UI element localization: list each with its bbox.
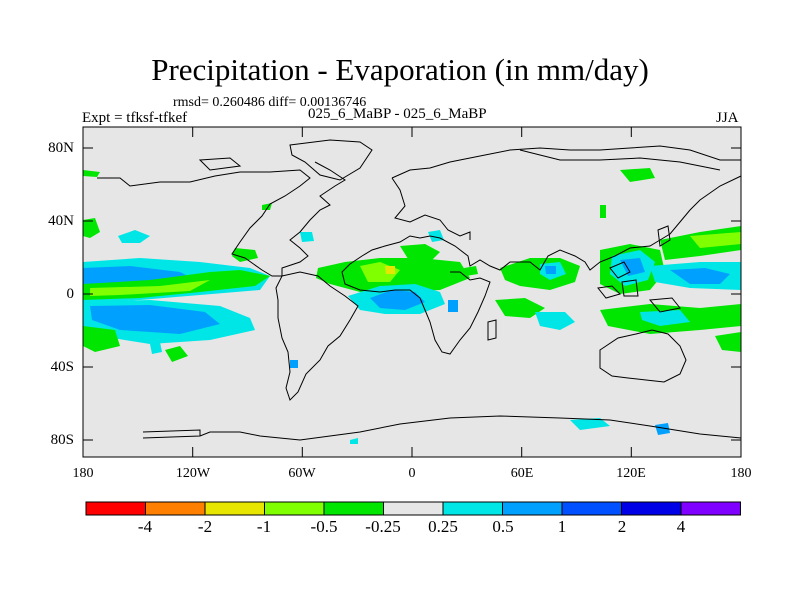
colorbar-label: -2	[197, 517, 213, 536]
coast-arctic-island	[198, 157, 242, 171]
map-title: Precipitation - Evaporation (in mm/day)	[151, 52, 649, 87]
colorbar-box	[145, 501, 206, 516]
patch-green-mexico	[232, 248, 258, 262]
experiment-label: Expt = tfksf-tfkef	[82, 110, 188, 126]
patch-cyan-small1	[150, 342, 162, 354]
lat-label-80s: 80S	[50, 432, 74, 448]
patch-green-siberia	[620, 168, 655, 182]
coast-greenland	[289, 139, 373, 181]
coast-sumatra	[597, 285, 621, 299]
patch-itcz-lightgreen	[90, 280, 210, 296]
lon-label-180w: 180	[72, 466, 94, 481]
colorbar-label: -0.5	[310, 517, 338, 536]
stats-text: rmsd= 0.260486 diff= 0.00136746	[173, 95, 367, 110]
lat-label-40s: 40S	[50, 359, 74, 375]
case-subtitle: 025_6_MaBP - 025_6_MaBP	[308, 106, 487, 122]
patch-africa-green	[400, 244, 440, 262]
patch-npac-east-lightgreen	[690, 232, 741, 248]
coast-australia	[599, 329, 687, 383]
colorbar-box	[323, 501, 384, 516]
colorbar-box	[442, 501, 503, 516]
patch-io-cyan	[535, 312, 575, 330]
coast-south-america	[275, 271, 359, 401]
patch-cyan-antarctic	[570, 418, 610, 430]
coast-new-guinea	[649, 297, 681, 313]
patch-green-small3	[464, 266, 478, 276]
patch-npac-green	[83, 218, 100, 238]
patch-blue-antarctic	[655, 423, 670, 435]
coast-europe	[391, 177, 471, 240]
colorbar-label: 1	[557, 517, 567, 536]
colorbar-box	[561, 501, 622, 516]
coast-north-america	[97, 161, 346, 277]
patch-satl-blue	[370, 290, 425, 310]
colorbar-box	[383, 501, 444, 516]
lon-label-0: 0	[408, 466, 416, 481]
lat-label-40n: 40N	[48, 213, 74, 229]
patch-southpac-green	[83, 326, 120, 352]
patch-india-blue	[545, 266, 556, 274]
coastlines	[97, 139, 742, 441]
lon-label-120w: 120W	[175, 466, 211, 481]
axis-ticks	[83, 127, 741, 457]
lon-label-180e: 180	[730, 466, 752, 481]
coast-indochina	[609, 261, 631, 279]
colorbar-label: 0.25	[428, 517, 458, 536]
colorbar-box	[621, 501, 682, 516]
patch-southpac-blue	[90, 305, 220, 334]
coast-eurasia-africa	[341, 145, 742, 355]
lon-label-120e: 120E	[616, 466, 646, 481]
coast-antarctica	[142, 415, 742, 441]
patch-atl-lightgreen2	[370, 268, 382, 282]
coast-siberia	[519, 149, 721, 171]
colorbar-label: 4	[676, 517, 686, 536]
patch-atl-yellow	[385, 266, 395, 274]
patch-cpac-blue	[670, 268, 730, 284]
colorbar-box	[204, 501, 265, 516]
coast-madagascar	[487, 319, 497, 341]
colorbar-label: 2	[617, 517, 627, 536]
patch-green-se	[715, 332, 741, 352]
patch-cyan-small6	[350, 438, 358, 444]
lat-label-80n: 80N	[48, 140, 74, 156]
patch-blue-small4	[290, 360, 298, 368]
patch-africa-cyan	[428, 230, 444, 242]
colorbar-label: 0.5	[492, 517, 514, 536]
lon-label-60w: 60W	[288, 466, 316, 481]
patch-wpac-blue	[620, 258, 645, 276]
colorbar-box	[85, 501, 146, 516]
colorbar-label: -4	[137, 517, 153, 536]
anomaly-patches	[83, 168, 741, 444]
patch-io-green	[495, 298, 545, 318]
season-label: JJA	[716, 110, 739, 126]
colorbar	[85, 501, 741, 516]
lat-label-0: 0	[66, 286, 75, 302]
colorbar-label: -1	[256, 517, 272, 536]
patch-spac-cyan	[640, 310, 690, 326]
coast-antarctic-shelf	[142, 429, 201, 436]
patch-cyan-atl1	[300, 232, 314, 242]
patch-blue-small-gulf	[448, 300, 458, 312]
coast-borneo	[621, 279, 639, 297]
patch-green-small5	[600, 205, 606, 218]
colorbar-box	[264, 501, 325, 516]
coast-japan	[657, 225, 671, 247]
colorbar-label: -0.25	[365, 517, 401, 536]
colorbar-box	[680, 501, 741, 516]
patch-green-arctic	[83, 170, 100, 177]
colorbar-box	[502, 501, 563, 516]
patch-green-small1	[165, 346, 188, 362]
patch-npac-cyan	[118, 230, 150, 243]
lon-label-60e: 60E	[510, 466, 534, 481]
